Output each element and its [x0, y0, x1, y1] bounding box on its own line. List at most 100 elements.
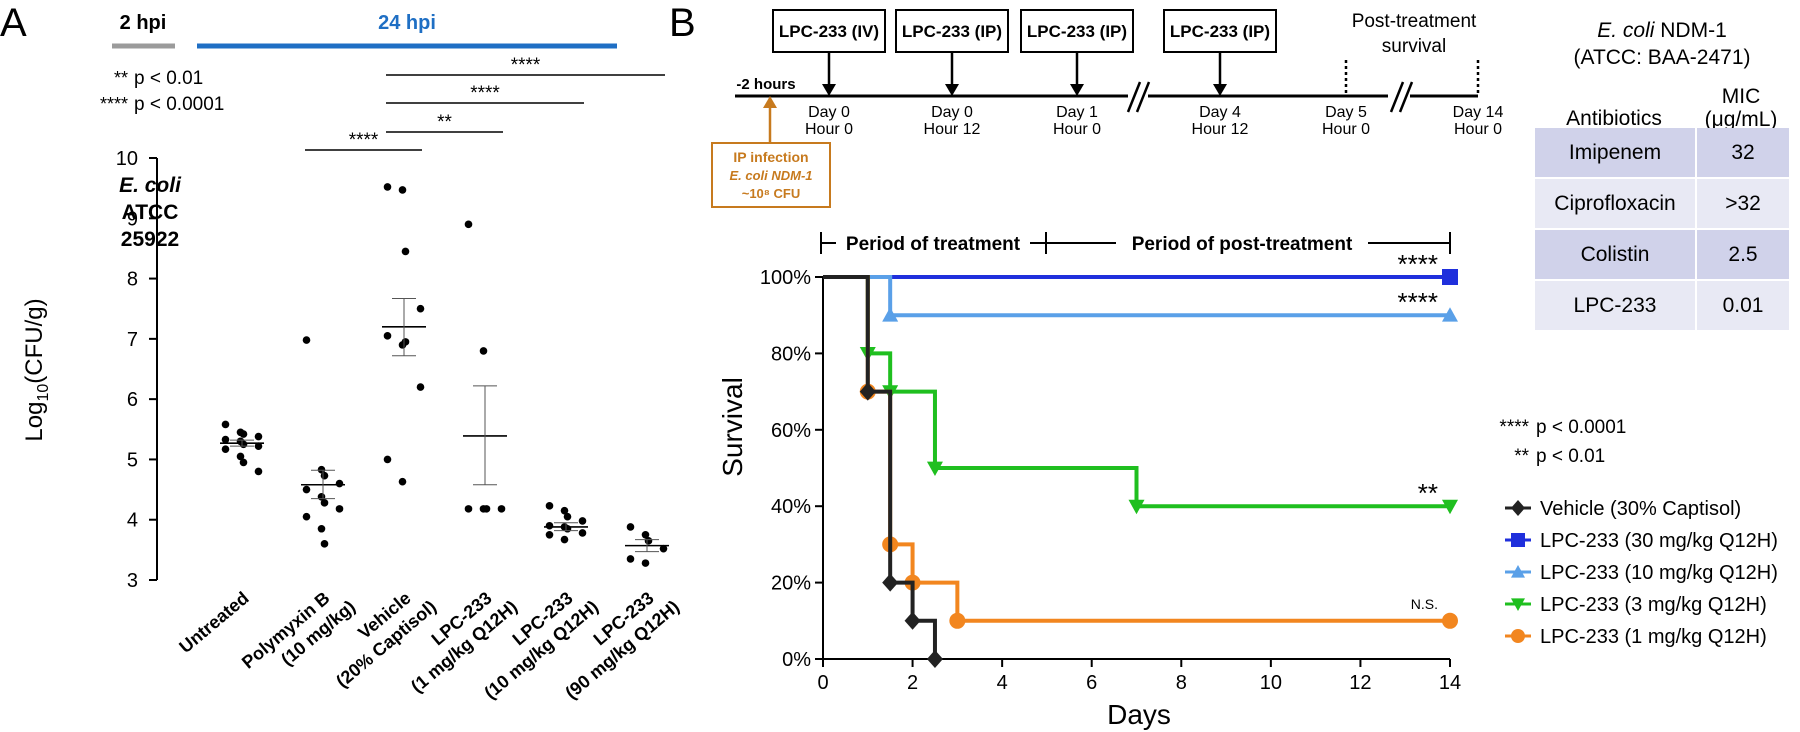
series-3: ** [823, 275, 1458, 515]
treatment-timeline [735, 81, 1478, 113]
data-point [416, 304, 425, 313]
y-tick-label: 6 [127, 389, 138, 411]
timeline-break-2a [1389, 81, 1405, 113]
curve-significance: ** [1418, 478, 1438, 508]
y-tick-label: 9 [127, 208, 138, 230]
series-1: **** [823, 249, 1458, 285]
timeline-arrow-head [945, 84, 959, 96]
diamond-marker [926, 650, 943, 668]
data-point [641, 559, 650, 567]
mic-antibiotic: LPC-233 [1535, 280, 1697, 332]
data-point [416, 383, 425, 391]
panel-a-strain-line1: E. coli [119, 174, 182, 197]
data-point [239, 440, 248, 449]
series-4: N.S. [823, 275, 1458, 629]
mic-row: LPC-233 0.01 [1535, 280, 1789, 332]
survival-curve [823, 275, 1450, 509]
series-0 [823, 275, 943, 668]
panel-b-legend: Vehicle (30% Captisol) LPC-233 (30 mg/kg … [1505, 498, 1778, 648]
triangle-down-marker [1511, 598, 1525, 611]
circle-marker [1442, 612, 1458, 629]
pvalue-legend-b-label-2: p < 0.01 [1536, 446, 1605, 467]
data-point [578, 517, 587, 525]
triangle-down-marker [1442, 499, 1458, 515]
square-marker [1511, 533, 1525, 547]
mic-table: Imipenem 32 Ciprofloxacin >32 Colistin 2.5 … [1535, 128, 1789, 332]
circle-marker [1511, 629, 1525, 643]
y-tick-label: 5 [127, 449, 138, 471]
legend-label: LPC-233 (1 mg/kg Q12H) [1540, 626, 1767, 648]
data-point [479, 347, 488, 355]
significance-label: **** [470, 83, 500, 104]
curve-significance: **** [1398, 249, 1438, 279]
timeline-break-1b [1135, 81, 1151, 113]
data-point [383, 332, 392, 340]
timeline-day: Day 5 [1325, 104, 1367, 121]
significance-label: **** [349, 130, 379, 151]
timeline-drug-label: LPC-233 (IV) [779, 22, 879, 41]
y-tick-label: 8 [127, 269, 138, 291]
mic-row: Colistin 2.5 [1535, 229, 1789, 281]
data-point [545, 521, 554, 530]
timeline-day: Day 4 [1199, 104, 1241, 121]
y-tick-label: 80% [771, 343, 811, 365]
mic-value: 0.01 [1696, 280, 1789, 332]
x-tick-label: 6 [1086, 672, 1097, 694]
data-point [320, 499, 329, 507]
mic-col-mic-2: (μg/mL) [1705, 108, 1778, 131]
mic-value: 32 [1696, 128, 1789, 179]
data-point [545, 502, 554, 510]
x-tick-label: 2 [907, 672, 918, 694]
triangle-down-marker [1128, 499, 1145, 515]
data-point [335, 505, 344, 513]
panel-a-y-label: Log10(CFU/g) [21, 298, 52, 441]
pvalue-legend-b-stars-1: **** [1499, 417, 1529, 438]
post-treatment-line2: survival [1382, 36, 1446, 57]
data-point [659, 544, 668, 553]
data-point [497, 505, 506, 513]
panel-a-significance: ************** [305, 55, 665, 151]
x-category-label: Untreated [175, 588, 252, 657]
y-tick-label: 60% [771, 420, 811, 442]
data-point [383, 455, 392, 464]
panel-a-plot [220, 183, 669, 567]
timeline-day: Day 0 [931, 104, 973, 121]
timeline-break-1a [1126, 81, 1142, 113]
pvalue-legend-b-stars-2: ** [1514, 446, 1529, 467]
data-point [302, 485, 311, 494]
data-point [335, 479, 344, 488]
triangle-up-marker [1442, 307, 1458, 322]
data-point [302, 336, 311, 344]
triangle-up-marker [1511, 565, 1525, 578]
mic-value: >32 [1696, 178, 1789, 230]
x-tick-label: 0 [817, 672, 828, 694]
data-point [221, 435, 230, 444]
data-point [221, 420, 230, 429]
mic-row: Ciprofloxacin >32 [1535, 178, 1789, 230]
y-tick-label: 3 [127, 570, 138, 592]
mic-col-antibiotics: Antibiotics [1566, 107, 1662, 130]
timeline-day: Day 1 [1056, 104, 1098, 121]
data-point [644, 537, 653, 545]
mic-row: Imipenem 32 [1535, 128, 1789, 179]
x-tick-label: 8 [1176, 672, 1187, 694]
data-point [464, 505, 473, 513]
data-point [545, 530, 554, 539]
infection-box-line3: ~10⁸ CFU [742, 186, 801, 201]
data-point [383, 183, 392, 191]
diamond-marker [904, 611, 921, 630]
timeline-day: Day 14 [1453, 104, 1504, 121]
timeline-hour: Hour 0 [1322, 121, 1370, 138]
panel-b-y-label: Survival [717, 377, 748, 477]
timeline-drug-label: LPC-233 (IP) [1027, 22, 1127, 41]
triangle-down-marker [926, 461, 943, 476]
y-tick-label: 100% [760, 267, 811, 289]
timeline-infection-time: -2 hours [736, 76, 795, 93]
infection-box-line1: IP infection [733, 149, 808, 165]
data-point [320, 471, 329, 480]
data-point [563, 512, 572, 521]
data-point [236, 452, 245, 461]
data-point [398, 186, 407, 194]
